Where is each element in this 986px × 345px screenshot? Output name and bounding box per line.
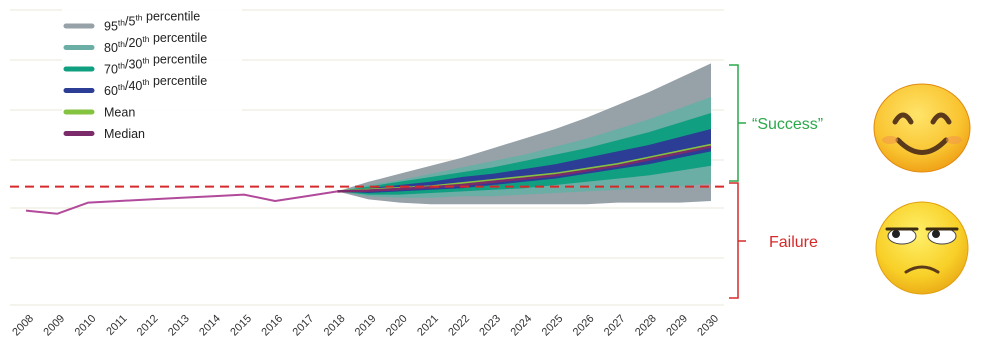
x-tick-label: 2010 [73, 313, 99, 339]
x-tick-label: 2016 [259, 313, 285, 339]
x-tick-label: 2011 [104, 313, 129, 338]
x-tick-label: 2018 [322, 313, 348, 339]
legend-label: 70th/30th percentile [104, 53, 207, 77]
x-tick-label: 2028 [633, 313, 659, 339]
x-tick-label: 2021 [415, 313, 441, 339]
percentile-bands [337, 63, 711, 205]
series-line [337, 145, 712, 193]
x-tick-label: 2013 [166, 313, 192, 339]
legend-label: Median [104, 127, 145, 141]
x-tick-label: 2024 [509, 313, 535, 339]
x-tick-label: 2026 [571, 313, 597, 339]
x-tick-label: 2029 [664, 313, 690, 339]
success-label: “Success” [752, 116, 823, 133]
x-tick-label: 2008 [10, 313, 36, 339]
success-bracket [729, 64, 746, 182]
x-tick-label: 2030 [695, 313, 721, 339]
x-tick-label: 2020 [384, 313, 410, 339]
x-tick-label: 2014 [197, 313, 223, 339]
x-tick-label: 2017 [291, 313, 317, 339]
series-lines [25, 143, 712, 215]
x-tick-label: 2023 [477, 313, 503, 339]
unamused-face-icon [875, 201, 969, 295]
historical-median-line [25, 190, 338, 215]
x-tick-label: 2015 [228, 313, 254, 339]
x-tick-label: 2012 [135, 313, 161, 339]
x-tick-label: 2022 [446, 313, 472, 339]
legend-label: 95th/5th percentile [104, 10, 200, 34]
x-tick-label: 2025 [540, 313, 566, 339]
x-tick-label: 2027 [602, 313, 628, 339]
percentile-band [337, 113, 711, 195]
smiling-face-icon [873, 83, 971, 173]
failure-label: Failure [769, 234, 818, 251]
legend-label: 80th/20th percentile [104, 31, 207, 55]
failure-bracket [729, 182, 746, 299]
x-axis-tick-labels: 2008 2009 2010 2011 2012 2013 2014 2015 2016 2017… [10, 313, 721, 339]
legend-background [62, 8, 242, 143]
legend-label: 60th/40th percentile [104, 74, 207, 98]
legend-label: Mean [104, 106, 135, 120]
x-tick-label: 2009 [41, 313, 67, 339]
x-tick-label: 2019 [353, 313, 379, 339]
